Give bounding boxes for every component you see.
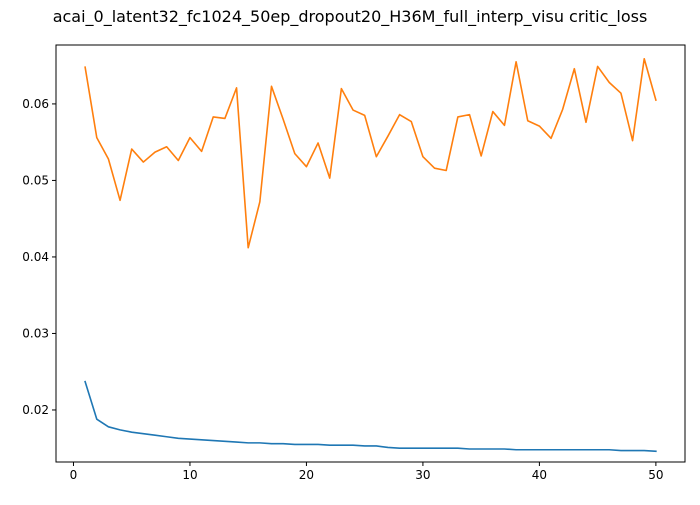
x-tick-label: 50 [648, 468, 663, 482]
plot-frame [55, 44, 686, 463]
x-tick-label: 40 [532, 468, 547, 482]
x-tick-label: 20 [299, 468, 314, 482]
x-tick-label: 10 [182, 468, 197, 482]
series-layer [84, 57, 657, 453]
x-tick-label: 0 [70, 468, 78, 482]
y-tick-label: 0.02 [22, 403, 49, 417]
y-tick-label: 0.05 [22, 173, 49, 187]
x-tick-label: 30 [415, 468, 430, 482]
series-line-2 [84, 57, 657, 249]
y-tick-label: 0.04 [22, 250, 49, 264]
y-tick-label: 0.06 [22, 97, 49, 111]
series-line-1 [84, 380, 657, 453]
axes-layer: 0 10 20 30 40 50 0.02 0.03 0.04 0.05 0.06 [22, 44, 686, 482]
y-tick-label: 0.03 [22, 326, 49, 340]
chart-title: acai_0_latent32_fc1024_50ep_dropout20_H3… [52, 7, 648, 26]
